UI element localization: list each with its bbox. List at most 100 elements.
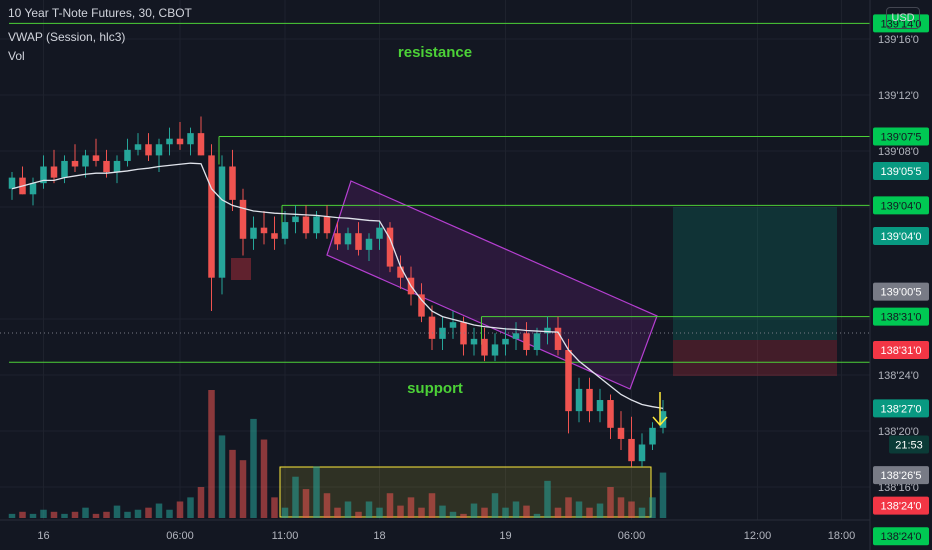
time-tick-label: 19 [499, 530, 511, 542]
volume-bar [596, 503, 604, 518]
candle-body [344, 233, 352, 245]
volume-bar [260, 439, 268, 518]
volume-bar [533, 513, 541, 518]
volume-bar [71, 511, 79, 518]
candle-body [281, 222, 289, 239]
price-label-box [889, 435, 929, 454]
support-label: support [407, 380, 463, 397]
time-tick-label: 11:00 [272, 530, 299, 542]
descending-channel[interactable] [326, 180, 658, 390]
price-label-text: 139'04'0 [881, 231, 922, 243]
candle-body [260, 227, 268, 234]
candle-body [428, 316, 436, 339]
candle-body [565, 349, 572, 412]
price-label-text: 138'24'0 [881, 531, 922, 543]
currency-button[interactable]: USD [886, 7, 920, 29]
volume-bar [229, 449, 236, 518]
price-tick-label: 139'08'0 [878, 146, 919, 158]
candle-body [638, 444, 646, 462]
candle-body [628, 438, 635, 462]
volume-bar [344, 501, 352, 518]
volume-bar [397, 505, 404, 518]
price-axis-bg [870, 0, 932, 550]
position-zones [231, 207, 837, 376]
volume-bar [439, 505, 446, 518]
candle-body [271, 233, 278, 239]
candle-body [50, 166, 58, 178]
candle-body [29, 183, 37, 195]
candle-body [292, 216, 299, 223]
price-label-text: 139'00'5 [881, 287, 922, 299]
price-tick-label: 139'12'0 [878, 90, 919, 102]
volume-bar [239, 460, 247, 518]
candle-body [376, 227, 383, 239]
resistance-label: resistance [398, 44, 472, 61]
candle-body [323, 216, 331, 234]
candle-body [229, 166, 236, 200]
volume-bar [376, 507, 383, 518]
candle-body [239, 199, 247, 239]
price-label-box [873, 496, 929, 515]
vwap-legend[interactable]: VWAP (Session, hlc3) [8, 30, 126, 44]
target-zone [673, 207, 837, 340]
volume-bar [659, 472, 667, 518]
volume-bar [208, 390, 215, 518]
price-label-box [873, 527, 929, 546]
candle-body [355, 233, 362, 250]
volume-bar [281, 507, 289, 518]
channel-polygon [326, 180, 658, 390]
volume-bar [250, 418, 257, 518]
candle-body [197, 133, 205, 156]
price-tick-label: 138'24'0 [878, 370, 919, 382]
volume-bar [197, 487, 205, 518]
volume-bar [565, 497, 572, 518]
candles [8, 116, 667, 467]
time-axis[interactable]: 16 06:00 11:00 18 19 06:00 12:00 18:00 [37, 530, 855, 542]
volume-legend[interactable]: Vol [8, 49, 25, 63]
volume-bar [470, 503, 478, 518]
candle-body [113, 160, 121, 173]
volume-bar [19, 511, 26, 518]
candle-body [187, 133, 194, 145]
volume-bar [638, 507, 646, 518]
candle-body [8, 177, 16, 189]
candle-body [218, 166, 226, 278]
volume-bar [481, 507, 488, 518]
candle-body [386, 227, 394, 267]
price-label-box [873, 340, 929, 359]
volume-bar [8, 513, 16, 518]
price-label-text: 139'04'0 [881, 200, 922, 212]
candle-body [523, 333, 530, 350]
candle-body [439, 327, 446, 339]
candle-body [554, 327, 562, 350]
price-tick-label: 138'16'0 [878, 482, 919, 494]
price-label-box [873, 196, 929, 215]
vwap-polyline [11, 162, 664, 410]
vwap-line [11, 162, 664, 410]
volume-bar [355, 511, 362, 518]
volume-bar [313, 466, 320, 518]
volume-bar [502, 507, 509, 518]
volume-bar [134, 509, 142, 518]
volume-bar [512, 501, 520, 518]
candle-body [155, 144, 163, 156]
volume-bar [554, 507, 562, 518]
price-label-text: 139'05'5 [881, 166, 922, 178]
volume-bar [302, 489, 310, 518]
volume-bar [334, 507, 341, 518]
price-label-text: 138'27'0 [881, 403, 922, 415]
candle-body [575, 388, 583, 412]
volume-bar [40, 509, 47, 518]
price-label-box [873, 307, 929, 326]
volume-bar [607, 487, 614, 518]
candle-body [502, 338, 509, 345]
candle-body [470, 338, 478, 345]
horizontal-levels[interactable] [9, 22, 870, 363]
symbol-title[interactable]: 10 Year T-Note Futures, 30, CBOT [8, 6, 192, 20]
candle-body [607, 400, 614, 428]
volume-bar [145, 507, 152, 518]
price-tick-label: 139'16'0 [878, 34, 919, 46]
volume-bar [428, 493, 436, 518]
candle-body [617, 427, 625, 439]
